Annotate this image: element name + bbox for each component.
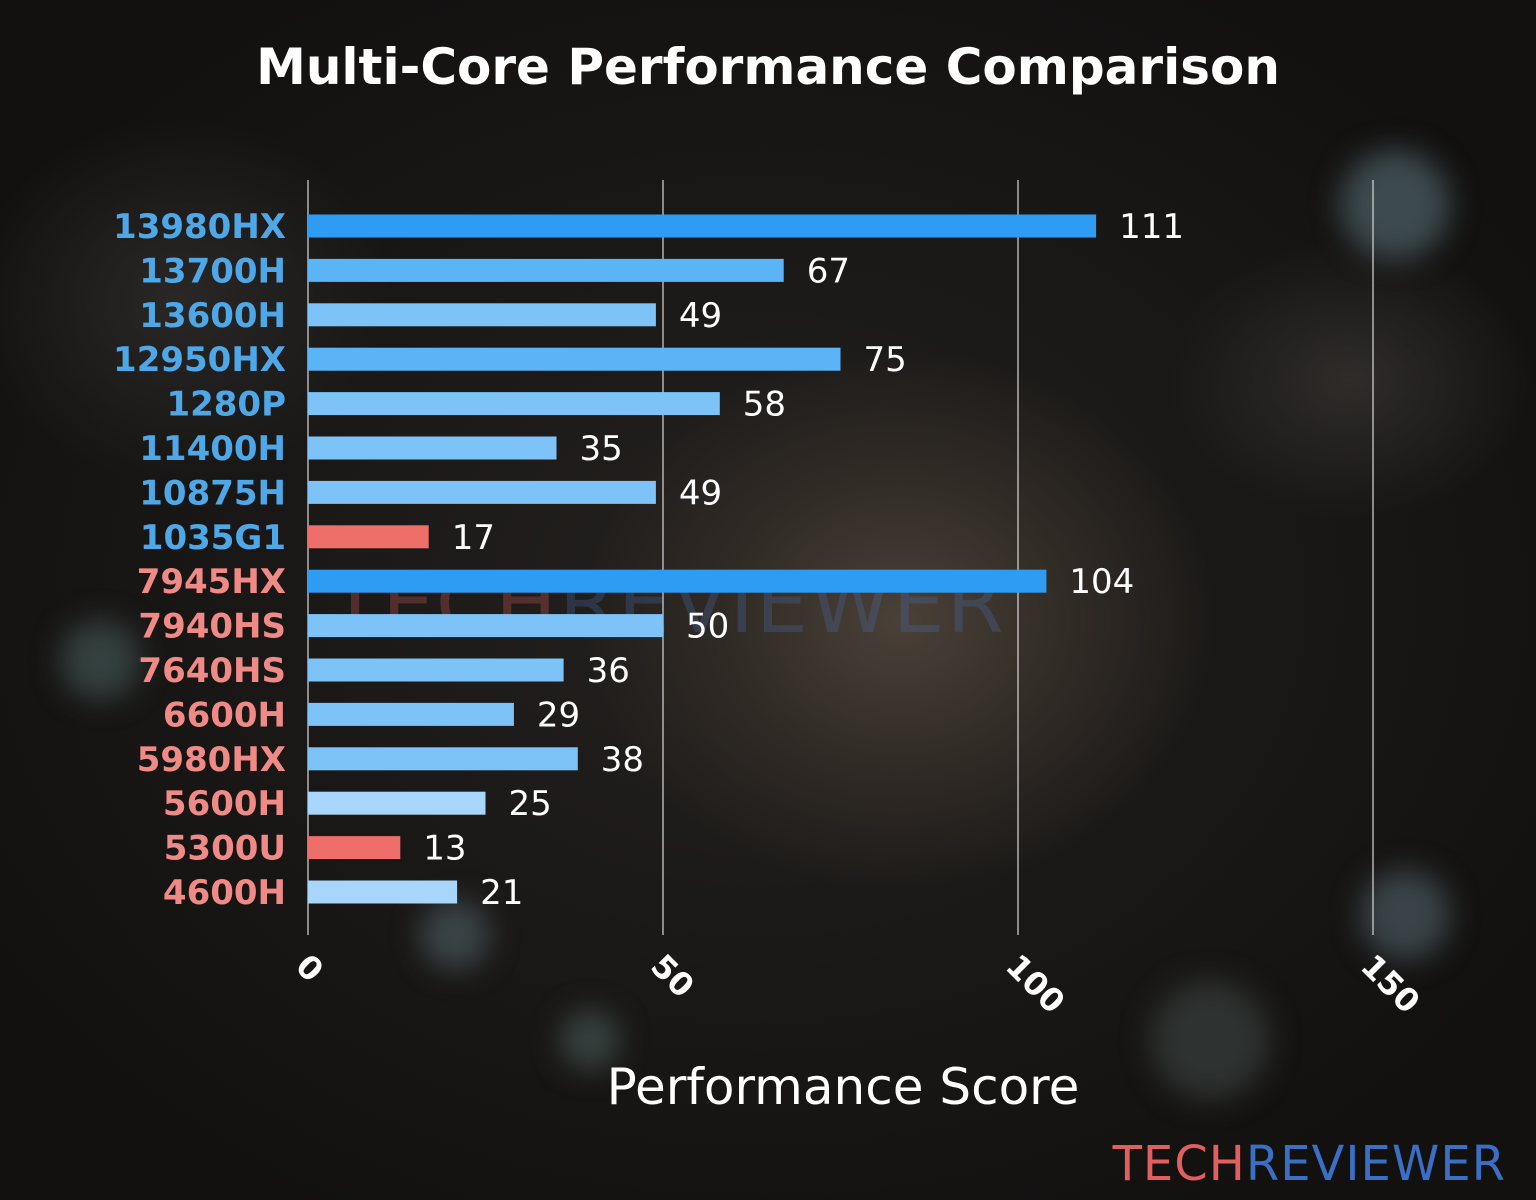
category-label: 4600H	[163, 873, 286, 913]
category-label: 1035G1	[140, 518, 286, 558]
bars	[308, 214, 1097, 904]
category-label: 5600H	[163, 784, 286, 824]
bar	[308, 747, 578, 771]
bar	[308, 791, 486, 815]
bar	[308, 303, 656, 327]
x-tick-label: 150	[1353, 947, 1427, 1021]
category-label: 7940HS	[138, 607, 286, 647]
category-label: 10875H	[139, 473, 286, 513]
category-label: 7945HX	[137, 562, 286, 602]
category-label: 5300U	[164, 829, 286, 869]
chart-title: Multi-Core Performance Comparison	[256, 38, 1280, 96]
value-label: 50	[686, 607, 729, 647]
value-label: 13	[423, 829, 466, 869]
value-label: 25	[509, 784, 552, 824]
value-label: 111	[1119, 207, 1184, 247]
background-light-spot	[60, 620, 140, 700]
value-label: 49	[679, 473, 722, 513]
category-label: 12950HX	[113, 340, 286, 380]
logo-tech: TECH	[1112, 1136, 1246, 1192]
brand-logo: TECHREVIEWER	[1113, 1136, 1506, 1192]
background-light-spot	[1150, 980, 1270, 1100]
bar	[308, 214, 1097, 238]
bar	[308, 347, 841, 371]
x-tick-label: 100	[998, 947, 1072, 1021]
value-label: 38	[601, 740, 644, 780]
bar	[308, 836, 401, 860]
category-label: 6600H	[163, 695, 286, 735]
bar	[308, 258, 784, 282]
bar	[308, 525, 429, 549]
value-label: 35	[580, 429, 623, 469]
bar	[308, 702, 514, 726]
value-label: 49	[679, 296, 722, 336]
x-tick-labels: 0 50 100 150	[288, 947, 1427, 1021]
bar	[308, 614, 663, 638]
category-label: 13700H	[139, 251, 286, 291]
background-light-spot	[1360, 870, 1450, 960]
category-label: 11400H	[139, 429, 286, 469]
category-label: 5980HX	[137, 740, 286, 780]
bar	[308, 880, 458, 904]
bar	[308, 392, 720, 416]
value-label: 21	[480, 873, 523, 913]
bar	[308, 480, 656, 504]
background-light-spot	[560, 1010, 620, 1070]
x-tick-label: 50	[643, 947, 701, 1005]
value-label: 36	[587, 651, 630, 691]
value-label: 75	[864, 340, 907, 380]
background-light-spot	[420, 900, 490, 970]
bar	[308, 569, 1047, 593]
x-tick-label: 0	[288, 947, 331, 990]
value-label: 104	[1069, 562, 1134, 602]
category-label: 1280P	[166, 385, 286, 425]
category-label: 13600H	[139, 296, 286, 336]
value-label: 17	[452, 518, 495, 558]
value-label: 29	[537, 695, 580, 735]
category-label: 13980HX	[113, 207, 286, 247]
value-label: 67	[807, 251, 850, 291]
bar	[308, 658, 564, 682]
value-label: 58	[743, 385, 786, 425]
bar	[308, 436, 557, 460]
x-axis-label: Performance Score	[607, 1058, 1080, 1116]
logo-reviewer: REVIEWER	[1245, 1136, 1506, 1192]
category-label: 7640HS	[138, 651, 286, 691]
background-light-spot	[1340, 150, 1450, 260]
